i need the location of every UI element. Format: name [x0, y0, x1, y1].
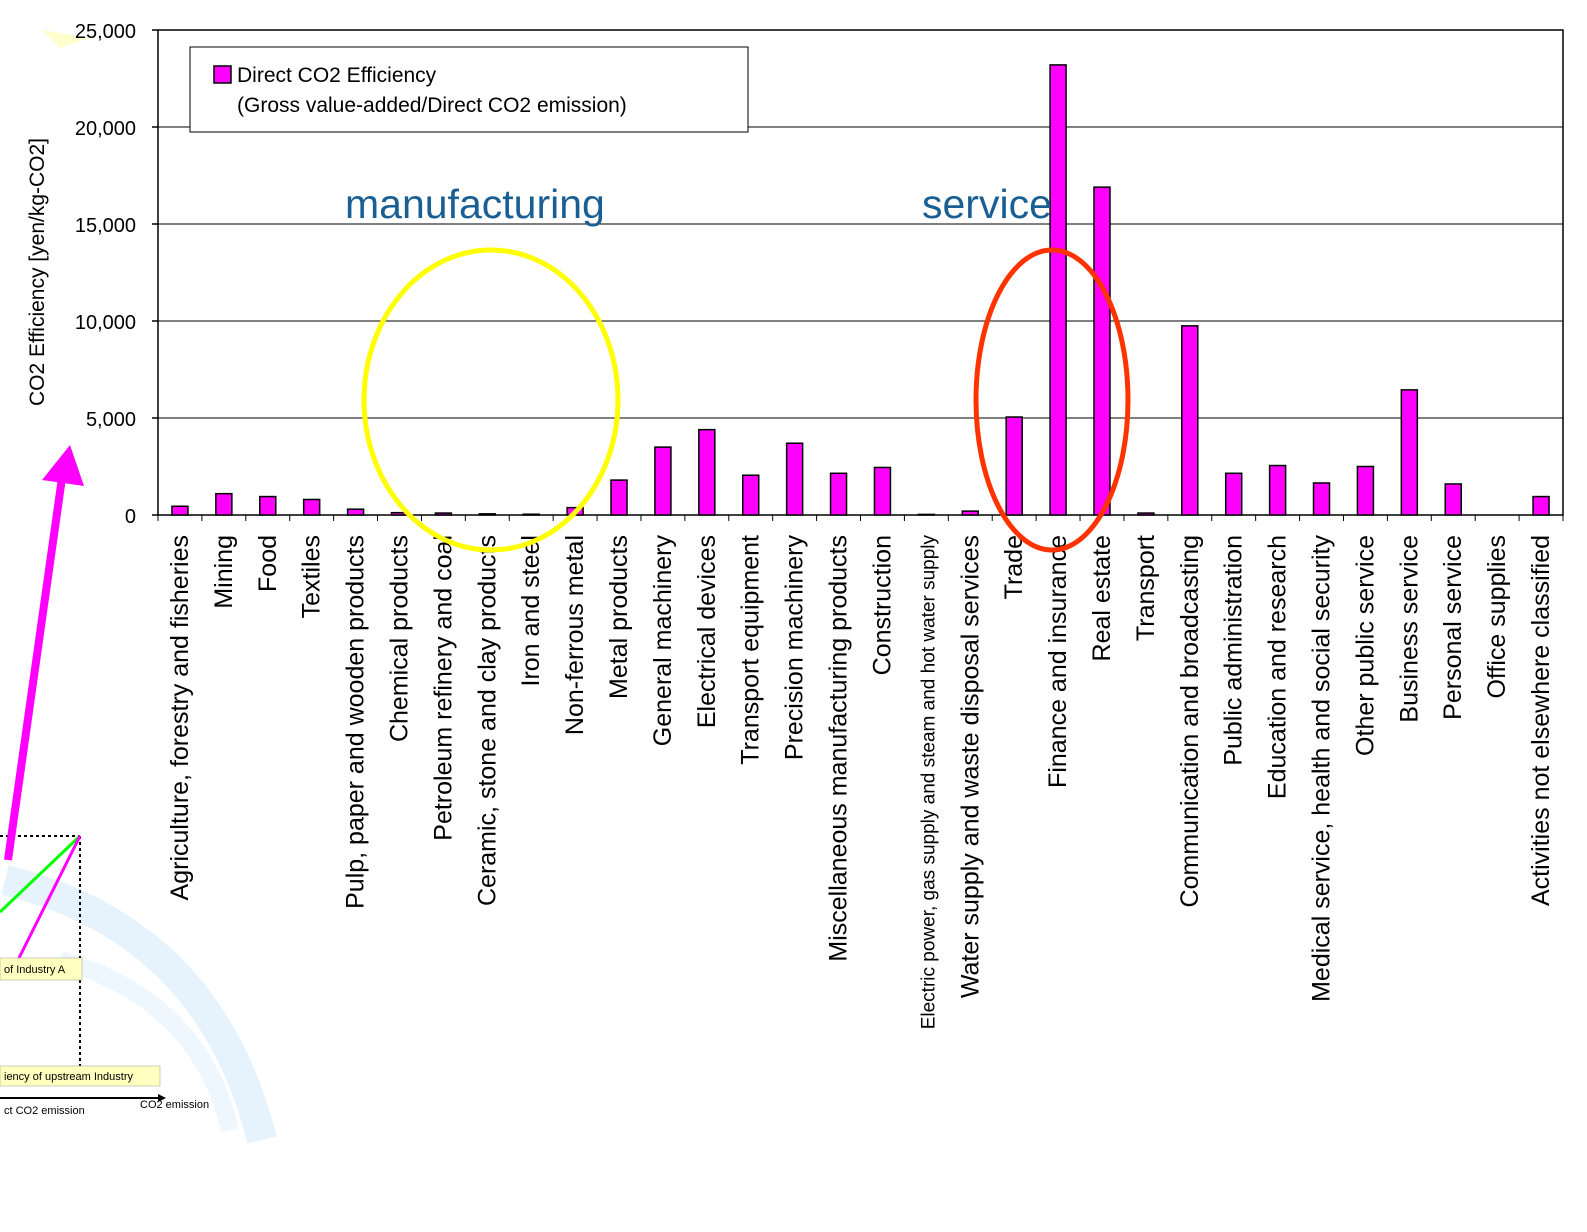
- background-swoosh-2: [57, 951, 239, 1133]
- bar: [829, 472, 848, 516]
- y-tick-label: 15,000: [75, 215, 136, 237]
- legend-series-subtitle: (Gross value-added/Direct CO2 emission): [237, 94, 627, 117]
- category-label: Agriculture, forestry and fisheries: [166, 535, 194, 900]
- background-magenta-line: [16, 835, 82, 961]
- bar: [215, 492, 233, 516]
- pointer-arrow-shaft: [4, 477, 66, 861]
- category-label: Chemical products: [385, 535, 413, 742]
- y-tick-label: 0: [125, 506, 136, 528]
- category-label: Communication and broadcasting: [1176, 535, 1204, 907]
- background-label-upstream: iency of upstream Industry: [4, 1071, 134, 1083]
- category-label: Non-ferrous metal: [561, 535, 589, 735]
- category-label: Medical service, health and social secur…: [1308, 535, 1336, 1002]
- bar: [522, 513, 540, 516]
- category-label: Real estate: [1088, 535, 1116, 661]
- manufacturing-circle: [361, 247, 621, 553]
- bar: [302, 498, 321, 516]
- background-diagram: of Industry A iency of upstream Industry…: [0, 30, 277, 1144]
- bar: [873, 466, 892, 516]
- background-tick-mark: [42, 30, 90, 48]
- bar: [785, 442, 804, 516]
- legend-series-name: Direct CO2 Efficiency: [237, 64, 437, 87]
- y-axis-label: CO2 Efficiency [yen/kg-CO2]: [26, 138, 49, 406]
- bar: [1137, 512, 1155, 516]
- legend: Direct CO2 Efficiency (Gross value-added…: [189, 46, 749, 133]
- category-label: Food: [254, 535, 282, 592]
- background-swoosh: [1, 865, 277, 1144]
- y-tick-label: 25,000: [75, 21, 136, 43]
- category-label: Electrical devices: [693, 535, 721, 728]
- legend-box: [189, 46, 749, 133]
- background-box-industry-a: [0, 957, 83, 981]
- category-label: Petroleum refinery and coal: [429, 535, 457, 841]
- bar: [961, 510, 980, 516]
- bar: [1224, 472, 1243, 516]
- bar: [1312, 482, 1331, 516]
- bar: [741, 474, 760, 516]
- category-label: Office supplies: [1483, 535, 1511, 699]
- bar: [434, 512, 453, 516]
- bar: [1356, 465, 1375, 516]
- bar: [610, 479, 628, 516]
- bars: [171, 64, 1550, 516]
- category-label: Public administration: [1220, 535, 1248, 766]
- bar: [171, 505, 189, 516]
- category-label: Electric power, gas supply and steam and…: [918, 535, 939, 1030]
- category-label: Mining: [210, 535, 238, 609]
- y-tick-label: 20,000: [75, 118, 136, 140]
- category-label: Business service: [1395, 535, 1423, 723]
- category-label: Transport equipment: [737, 535, 765, 765]
- bar: [478, 513, 497, 516]
- background-box-upstream: [0, 1065, 161, 1087]
- bar: [654, 446, 672, 516]
- bar: [1444, 483, 1462, 516]
- bar: [1400, 389, 1419, 516]
- bar: [698, 428, 716, 516]
- bar: [1532, 495, 1550, 516]
- category-label: Textiles: [298, 535, 326, 618]
- annotation-manufacturing: manufacturing: [345, 181, 605, 227]
- bar: [1268, 464, 1287, 516]
- service-circle: [973, 247, 1131, 553]
- category-label: Personal service: [1439, 535, 1467, 720]
- bar: [259, 495, 277, 516]
- bar: [1093, 186, 1111, 516]
- category-label: Water supply and waste disposal services: [956, 535, 984, 998]
- background-label-industry-a: of Industry A: [4, 964, 66, 976]
- category-label: Transport: [1132, 535, 1160, 641]
- category-label: Precision machinery: [781, 535, 809, 761]
- category-label: General machinery: [649, 535, 677, 747]
- category-label: Iron and steel: [517, 535, 545, 687]
- annotation-service: service: [922, 181, 1052, 227]
- background-green-line: [0, 834, 82, 914]
- pointer-arrow-head: [42, 445, 84, 486]
- category-label: Trade: [1000, 535, 1028, 599]
- category-label: Metal products: [605, 535, 633, 699]
- y-tick-label: 5,000: [86, 409, 136, 431]
- bar: [346, 508, 365, 516]
- category-label: Finance and insurance: [1044, 535, 1072, 788]
- category-label: Miscellaneous manufacturing products: [825, 535, 853, 962]
- category-labels: Agriculture, forestry and fisheries Minin…: [166, 535, 1555, 1030]
- legend-swatch: [213, 65, 232, 84]
- category-label: Activities not elsewhere classified: [1527, 535, 1555, 906]
- y-tick-labels: 0 5,000 10,000 15,000 20,000 25,000: [75, 21, 136, 528]
- pointer-arrow: [4, 445, 84, 861]
- bar: [1181, 325, 1199, 516]
- x-tick-marks: [157, 515, 1564, 521]
- background-axis-arrowhead: [158, 1094, 166, 1102]
- bar: [1049, 64, 1067, 516]
- bar: [1005, 416, 1023, 516]
- category-label: Pulp, paper and wooden products: [342, 535, 370, 909]
- background-label-direct: ct CO2 emission: [4, 1105, 85, 1117]
- category-label: Education and research: [1264, 535, 1292, 799]
- background-label-co2: CO2 emission: [140, 1099, 209, 1111]
- category-label: Other public service: [1351, 535, 1379, 756]
- category-label: Ceramic, stone and clay products: [473, 535, 501, 906]
- bar: [917, 513, 936, 516]
- y-tick-label: 10,000: [75, 312, 136, 334]
- category-label: Construction: [868, 535, 896, 675]
